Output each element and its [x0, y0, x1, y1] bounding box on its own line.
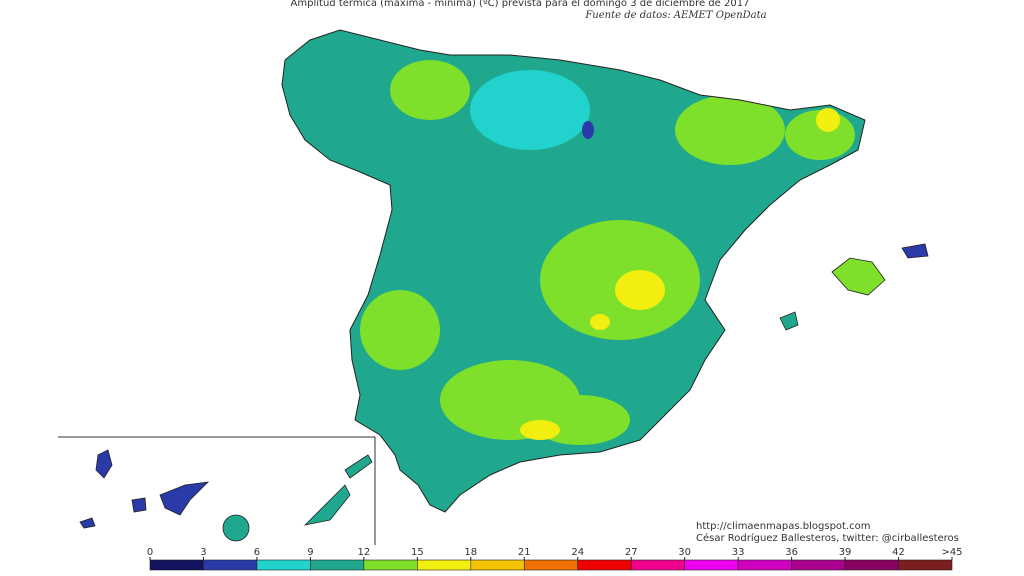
legend-tick-label: 33: [732, 547, 745, 558]
legend-tick-label: 6: [254, 547, 260, 558]
credit-author: César Rodríguez Ballesteros, twitter: @c…: [696, 532, 959, 544]
legend-tick-label: 15: [411, 547, 424, 558]
source: Fuente de datos: AEMET OpenData: [584, 10, 766, 21]
legend-swatch: [203, 559, 258, 571]
legend-tick-label: 21: [518, 547, 531, 558]
legend-tick-label: 18: [464, 547, 477, 558]
legend-swatch: [256, 559, 311, 571]
legend-tick-label: 36: [785, 547, 798, 558]
legend-swatch: [470, 559, 525, 571]
balearic-islands: [779, 243, 929, 331]
credit-url: http://climaenmapas.blogspot.com: [696, 521, 871, 532]
legend-swatch: [844, 559, 899, 571]
legend-swatch: [791, 559, 846, 571]
legend-tick-label: 39: [839, 547, 852, 558]
legend-swatch: [737, 559, 792, 571]
legend-swatch: [630, 559, 685, 571]
legend-tick-label: >45: [941, 547, 962, 558]
title: Amplitud térmica (máxima - mínima) (ºC) …: [291, 0, 750, 9]
legend-tick-label: 27: [625, 547, 638, 558]
legend-tick-label: 12: [357, 547, 370, 558]
legend-swatch: [363, 559, 418, 571]
legend-tick-label: 9: [307, 547, 313, 558]
legend: 0 3 6 9 12 15 18 21 24 27 30 33 36 39 42 >45: [147, 547, 963, 571]
legend-tick-label: 24: [571, 547, 584, 558]
legend-swatch: [417, 559, 472, 571]
legend-tick-label: 30: [678, 547, 691, 558]
legend-swatch: [684, 559, 739, 571]
legend-swatch: [149, 559, 204, 571]
legend-swatch: [898, 559, 953, 571]
legend-tick-label: 42: [892, 547, 905, 558]
inset-frame: [58, 436, 376, 545]
legend-tick-label: 3: [200, 547, 206, 558]
legend-swatch: [523, 559, 579, 571]
map-fill: [282, 30, 865, 512]
legend-swatch: [577, 559, 632, 571]
canary-islands: [79, 449, 373, 542]
legend-tick-label: 0: [147, 547, 153, 558]
legend-swatch: [310, 559, 365, 571]
